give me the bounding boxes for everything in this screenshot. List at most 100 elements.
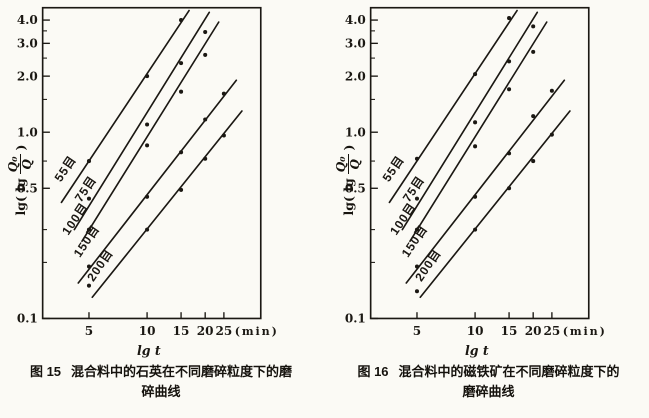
data-point (203, 52, 208, 57)
x-tick-label: 5 (413, 324, 421, 338)
series-line (388, 9, 518, 204)
series-line (409, 21, 548, 242)
figure-16: lg( lg Q₀ Q ) 5 10 15 20 25 (min) lg t 4.0 3.0 2.… (330, 0, 647, 401)
data-point (203, 156, 208, 161)
x-axis-title: lg t (465, 343, 489, 358)
data-point (507, 59, 512, 64)
fraction-denominator: Q (347, 159, 362, 170)
y-axis-fraction: Q₀ Q (5, 154, 34, 175)
data-point (507, 151, 512, 156)
fraction-numerator: Q₀ (333, 154, 349, 175)
y-tick-label: 0.1 (345, 312, 366, 326)
x-tick-label: 25 (544, 324, 561, 338)
y-tick-label: 3.0 (17, 36, 38, 50)
figures-row: lg( lg Q₀ Q ) 5 10 15 20 25 (min) lg t 4.0 3.0 2.… (2, 0, 647, 401)
figure-15-plot: 5 10 15 20 25 (min) lg t 4.0 3.0 2.0 1.0 0.5 0.1 55目7… (17, 6, 277, 358)
x-tick-label: 5 (85, 324, 93, 338)
data-point (145, 143, 150, 148)
y-tick-label: 1.0 (17, 125, 38, 139)
y-axis-label: lg( lg Q₀ Q ) (328, 124, 368, 236)
data-point (507, 87, 512, 92)
data-point (179, 187, 184, 192)
data-point (145, 194, 150, 199)
data-point (531, 159, 536, 164)
plot-frame (41, 6, 262, 320)
y-axis-label-prefix: lg( lg (12, 178, 28, 216)
x-axis-unit: (min) (563, 325, 607, 338)
data-point (86, 283, 92, 288)
data-point (145, 74, 150, 79)
data-point (179, 150, 184, 155)
figure-15: lg( lg Q₀ Q ) 5 10 15 20 25 (min) lg t 4.0 3.0 2.… (2, 0, 320, 401)
y-axis-label-suffix: ) (12, 144, 28, 151)
series-line (405, 79, 566, 284)
data-point (179, 18, 184, 23)
data-point (414, 289, 420, 294)
y-tick-label: 3.0 (345, 36, 366, 50)
figure-15-chart-area: lg( lg Q₀ Q ) 5 10 15 20 25 (min) lg t 4.0 3.0 2.… (2, 0, 320, 360)
figure-16-caption-text: 混合料中的磁铁矿在不同磨碎粒度下的磨碎曲线 (398, 364, 620, 399)
data-point (507, 186, 512, 191)
data-point (179, 89, 184, 94)
series-line (73, 11, 211, 231)
series-line (60, 9, 190, 204)
data-point (86, 264, 92, 269)
series-label: 55目 (52, 153, 79, 184)
data-point (549, 88, 554, 93)
y-tick-label: 1.0 (345, 125, 366, 139)
data-point (531, 49, 536, 54)
y-tick-label: 4.0 (17, 13, 38, 27)
series-line (77, 79, 238, 284)
x-axis-title: lg t (137, 343, 161, 358)
data-point (473, 194, 478, 199)
figure-16-caption-label: 图 16 (357, 364, 389, 379)
x-tick-label: 10 (467, 324, 484, 338)
data-point (145, 122, 150, 127)
x-tick-label: 15 (501, 324, 518, 338)
x-tick-label: 15 (173, 324, 190, 338)
figure-16-chart-area: lg( lg Q₀ Q ) 5 10 15 20 25 (min) lg t 4.0 3.0 2.… (330, 0, 647, 360)
y-tick-label: 0.5 (345, 181, 366, 195)
data-point (179, 61, 184, 66)
series-line (419, 110, 571, 299)
data-point (414, 264, 420, 269)
series-label: 55目 (380, 153, 407, 184)
plot-frame (369, 6, 590, 320)
series-label: 75目 (400, 173, 427, 204)
series-line (81, 21, 220, 242)
fraction-numerator: Q₀ (5, 154, 21, 175)
y-tick-label: 2.0 (17, 69, 38, 83)
data-point (86, 159, 92, 164)
series-label: 75目 (72, 173, 99, 204)
series-line (91, 110, 243, 299)
data-point (531, 24, 536, 29)
figure-16-caption: 图 16 混合料中的磁铁矿在不同磨碎粒度下的磨碎曲线 (330, 362, 647, 401)
y-tick-label: 0.1 (17, 312, 38, 326)
y-tick-label: 0.5 (17, 181, 38, 195)
data-point (203, 30, 208, 35)
data-point (473, 120, 478, 125)
figure-16-plot: 5 10 15 20 25 (min) lg t 4.0 3.0 2.0 1.0 0.5 0.1 55目7… (345, 6, 607, 358)
data-point (221, 133, 226, 138)
data-point (531, 114, 536, 119)
x-tick-label: 20 (197, 324, 214, 338)
data-point (414, 196, 420, 201)
fraction-denominator: Q (19, 159, 34, 170)
y-axis-label-suffix: ) (340, 144, 356, 151)
series-line (401, 11, 539, 231)
data-point (507, 16, 512, 21)
figure-15-caption-text: 混合料中的石英在不同磨碎粒度下的磨碎曲线 (71, 364, 293, 399)
data-point (203, 117, 208, 122)
y-axis-label: lg( lg Q₀ Q ) (0, 124, 40, 236)
x-tick-label: 10 (139, 324, 156, 338)
y-axis-fraction: Q₀ Q (333, 154, 362, 175)
data-point (414, 156, 420, 161)
data-point (473, 227, 478, 232)
y-axis-label-prefix: lg( lg (340, 178, 356, 216)
data-point (549, 132, 554, 137)
data-point (221, 91, 226, 96)
data-point (414, 227, 420, 232)
data-point (473, 72, 478, 77)
data-point (86, 227, 92, 232)
figure-15-caption-label: 图 15 (29, 364, 62, 379)
